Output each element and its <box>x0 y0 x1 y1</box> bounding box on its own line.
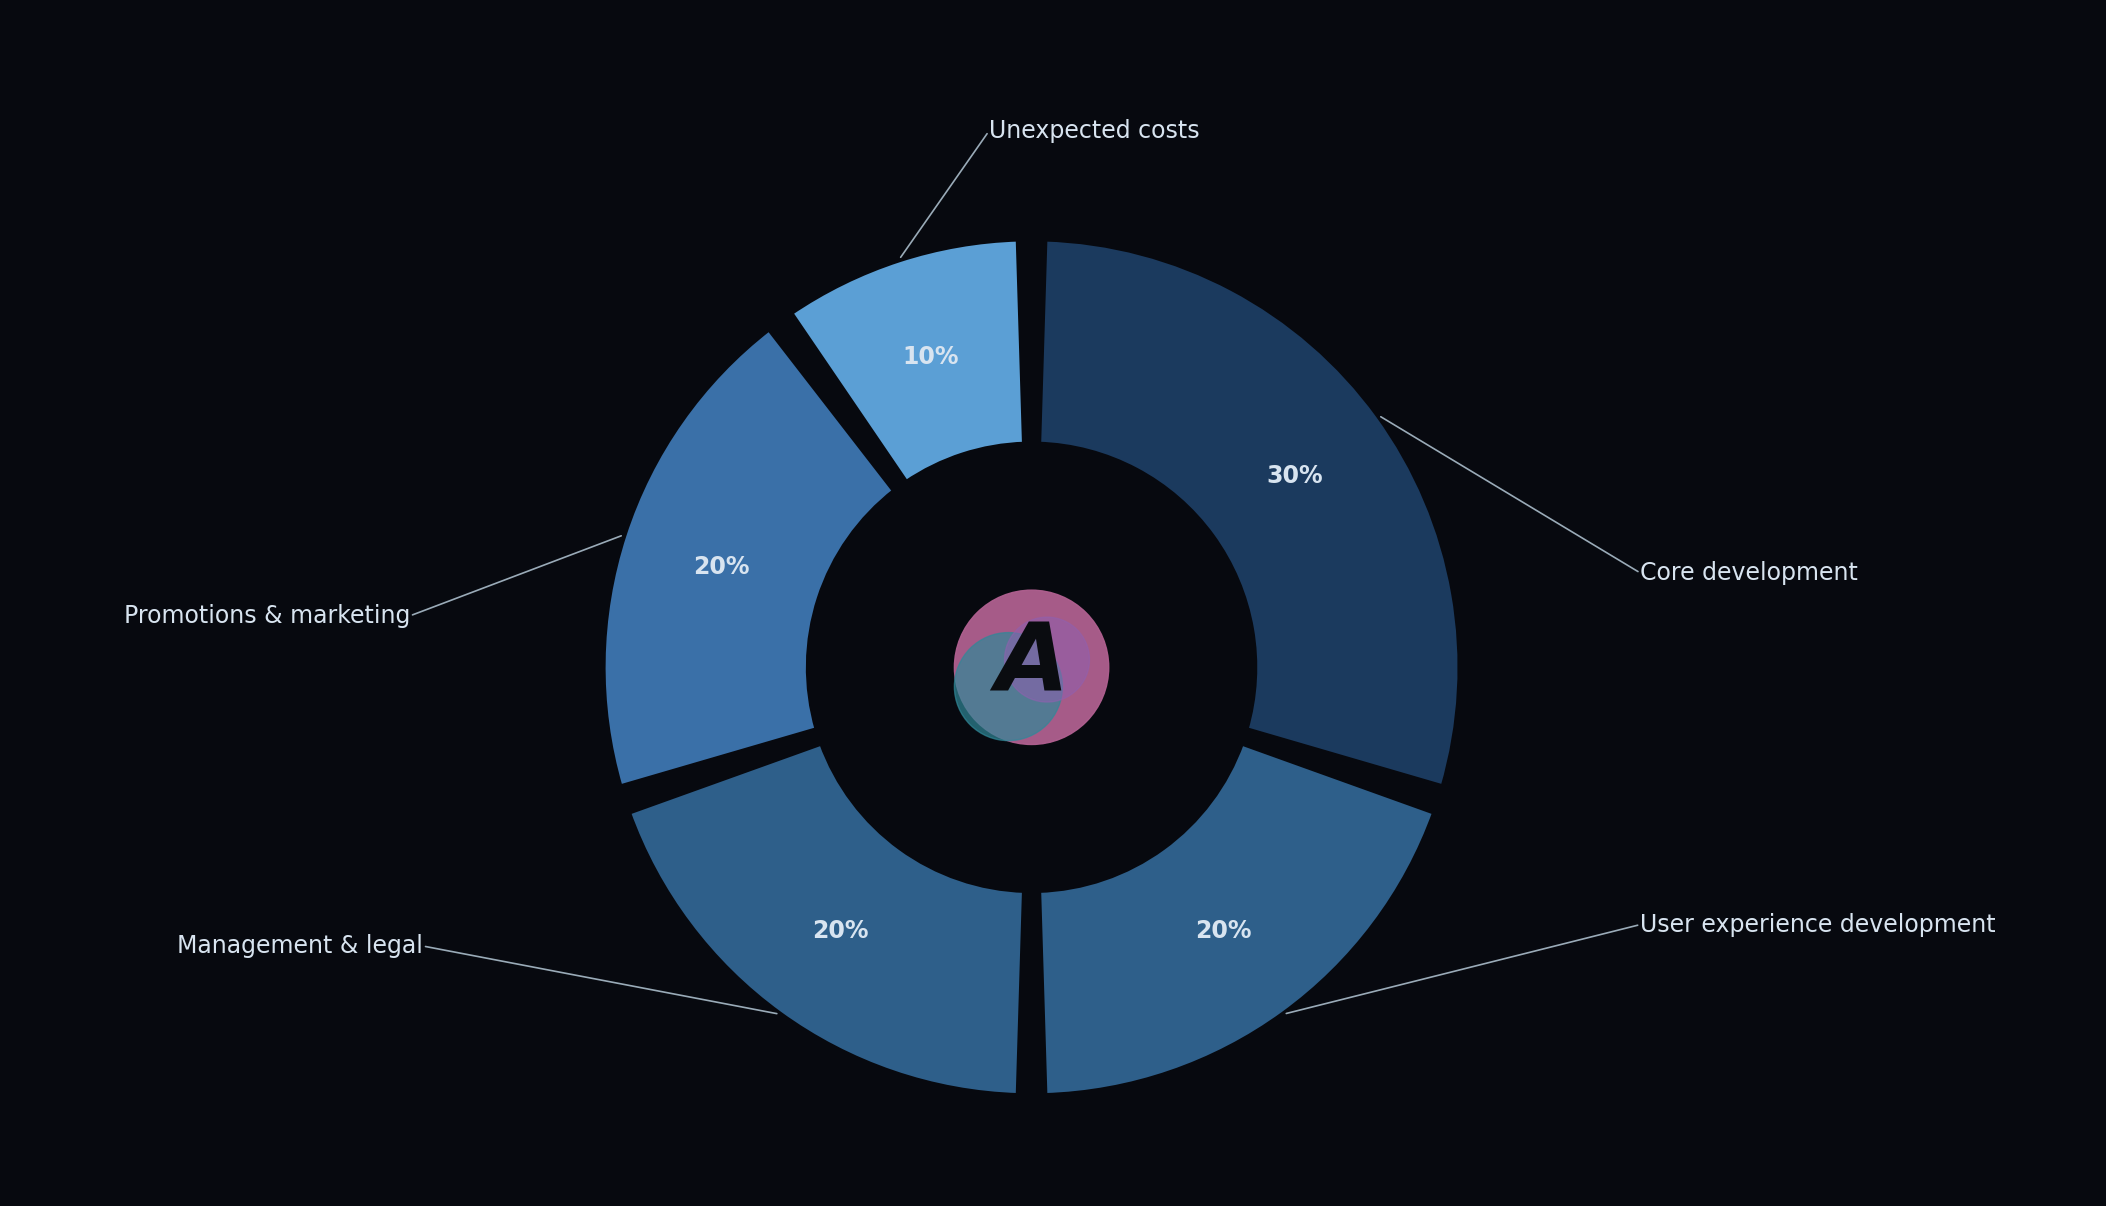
Wedge shape <box>790 239 1026 484</box>
Circle shape <box>954 633 1061 740</box>
Circle shape <box>809 444 1255 890</box>
Text: User experience development: User experience development <box>1641 913 1996 937</box>
Text: Promotions & marketing: Promotions & marketing <box>124 604 411 628</box>
Text: 20%: 20% <box>693 555 750 579</box>
Circle shape <box>954 590 1108 744</box>
Text: Management & legal: Management & legal <box>177 933 423 958</box>
Wedge shape <box>1038 239 1459 788</box>
Wedge shape <box>1038 743 1434 1096</box>
Text: 30%: 30% <box>1268 464 1323 487</box>
Text: 20%: 20% <box>811 919 868 943</box>
Text: Unexpected costs: Unexpected costs <box>988 119 1198 144</box>
Text: A: A <box>994 619 1068 712</box>
Text: Core development: Core development <box>1641 561 1857 585</box>
Text: 10%: 10% <box>903 345 958 369</box>
Wedge shape <box>602 328 895 788</box>
Text: 20%: 20% <box>1194 919 1251 943</box>
Wedge shape <box>628 743 1026 1096</box>
Circle shape <box>1005 617 1089 702</box>
